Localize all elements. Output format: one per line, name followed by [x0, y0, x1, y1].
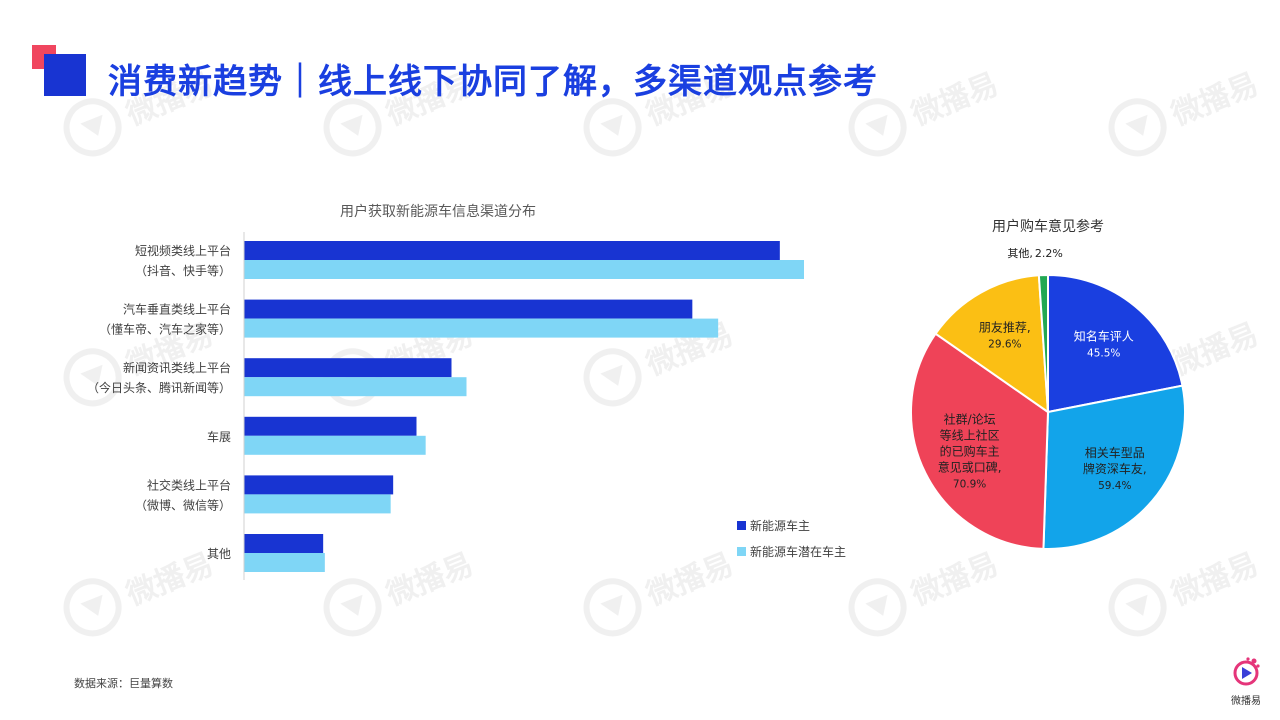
bar-potential-2 [244, 377, 467, 397]
bar-potential-5 [244, 553, 325, 572]
watermark: 微播易 [1099, 53, 1266, 166]
bar-potential-3 [244, 435, 426, 455]
data-source: 数据来源：巨量算数 [74, 677, 173, 690]
pie-label: 社群/论坛 [944, 411, 996, 426]
watermark-text: 微播易 [1166, 66, 1264, 133]
legend-swatch-1 [737, 547, 746, 556]
pie-label: 相关车型品 [1085, 445, 1145, 460]
watermark-logo-icon [1099, 89, 1176, 166]
title-decoration-blue [44, 54, 86, 96]
category-label: （懂车帝、汽车之家等） [99, 322, 231, 337]
bar-owner-4 [244, 475, 394, 495]
category-label: （微博、微信等） [135, 497, 231, 512]
pie-chart-title: 用户购车意见参考 [992, 218, 1104, 235]
watermark-logo-icon [1099, 569, 1176, 646]
legend-swatch-0 [737, 521, 746, 530]
pie-label: 朋友推荐, [979, 321, 1031, 335]
pie-slice-0 [1047, 273, 1184, 414]
pie-label: 牌资深车友, [1083, 461, 1147, 476]
category-label: 车展 [207, 429, 231, 444]
pie-slice-4 [1037, 273, 1049, 413]
bar-potential-4 [244, 494, 391, 514]
slide-title: 消费新趋势｜线上线下协同了解，多渠道观点参考 [108, 62, 878, 102]
pie-value-label: 45.5% [1087, 347, 1120, 359]
pie-slice-2 [910, 332, 1050, 550]
pie-label: 意见或口碑, [938, 459, 1002, 474]
bar-potential-1 [244, 318, 719, 338]
brand-play-icon [1233, 657, 1260, 686]
bar-owner-3 [244, 416, 417, 436]
pie-value-label: 59.4% [1098, 480, 1131, 492]
pie-value-label: 29.6% [988, 339, 1021, 351]
category-label: 新闻资讯类线上平台 [123, 360, 231, 375]
category-label: 汽车垂直类线上平台 [123, 302, 231, 317]
category-label: 短视频类线上平台 [135, 243, 231, 258]
bar-owner-1 [244, 299, 693, 319]
bar-owner-5 [244, 534, 324, 553]
pie-value-label: 2.2% [1035, 247, 1063, 260]
brand-logo: 微播易 [1224, 656, 1268, 707]
pie-label: 的已购车主 [940, 443, 1000, 458]
bar-chart-title: 用户获取新能源车信息渠道分布 [340, 203, 536, 220]
pie-slice-3 [934, 274, 1050, 415]
pie-slice-1 [1042, 384, 1186, 550]
category-label: （今日头条、腾讯新闻等） [87, 380, 231, 395]
bar-owner-2 [244, 358, 452, 378]
pie-label: 知名车评人 [1074, 328, 1134, 343]
pie-label: 其他, [1007, 247, 1032, 260]
category-label: （抖音、快手等） [135, 263, 231, 278]
bar-owner-0 [244, 241, 780, 260]
category-label: 社交类线上平台 [147, 477, 231, 492]
legend-label-0: 新能源车主 [750, 518, 810, 533]
legend-label-1: 新能源车潜在车主 [750, 544, 846, 559]
brand-name: 微播易 [1231, 696, 1261, 707]
pie-value-label: 70.9% [953, 478, 986, 490]
bar-potential-0 [244, 260, 804, 279]
watermark-text: 微播易 [906, 66, 1004, 133]
pie-label: 等线上社区 [940, 427, 1000, 442]
category-label: 其他 [207, 547, 231, 561]
